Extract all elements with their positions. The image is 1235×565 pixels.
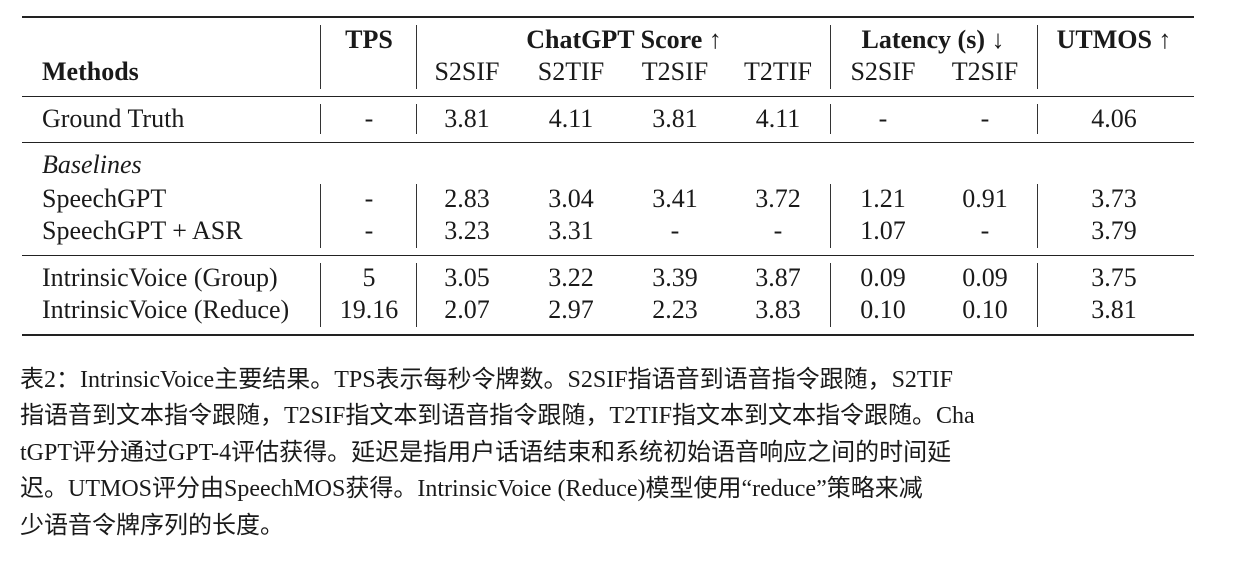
caption-line: 表2：IntrinsicVoice主要结果。TPS表示每秒令牌数。S2SIF指语… — [20, 367, 953, 393]
col-divider — [830, 104, 832, 134]
cell-t2tif: 3.72 — [755, 184, 801, 213]
cell-latency-s2sif: 0.10 — [860, 295, 906, 324]
cell-s2sif: 3.23 — [444, 216, 490, 245]
col-divider — [416, 184, 418, 248]
cell-s2tif: 3.04 — [548, 184, 594, 213]
cell-latency-t2sif: - — [980, 104, 990, 133]
header-rule — [22, 96, 1194, 98]
row-method-ground-truth: Ground Truth — [42, 104, 185, 133]
col-divider — [1037, 25, 1039, 89]
cell-tps: 19.16 — [339, 295, 399, 324]
baselines-rule — [22, 255, 1194, 257]
cell-t2sif: 3.81 — [652, 104, 698, 133]
cell-s2sif: 3.05 — [444, 263, 490, 292]
col-divider — [320, 25, 322, 89]
cell-utmos: 4.06 — [1091, 104, 1137, 133]
cell-t2sif: 3.41 — [652, 184, 698, 213]
cell-s2tif: 3.31 — [548, 216, 594, 245]
cell-t2tif: 3.87 — [755, 263, 801, 292]
caption-line: 迟。UTMOS评分由SpeechMOS获得。IntrinsicVoice (Re… — [20, 476, 923, 503]
cell-latency-t2sif: 0.09 — [962, 263, 1008, 292]
subheader-t2sif: T2SIF — [641, 57, 709, 86]
cell-t2sif: - — [670, 216, 680, 245]
header-utmos: UTMOS ↑ — [1056, 25, 1172, 54]
caption-line: 少语音令牌序列的长度。 — [20, 512, 284, 539]
row-method-speechgpt-asr: SpeechGPT + ASR — [42, 216, 243, 245]
cell-t2tif: - — [773, 216, 783, 245]
cell-utmos: 3.79 — [1091, 216, 1137, 245]
cell-latency-s2sif: 1.21 — [860, 184, 906, 213]
col-divider — [1037, 184, 1039, 248]
cell-latency-s2sif: 1.07 — [860, 216, 906, 245]
header-methods: Methods — [42, 57, 139, 86]
header-tps: TPS — [345, 25, 393, 54]
cell-tps: - — [364, 184, 374, 213]
subheader-latency-t2sif: T2SIF — [951, 57, 1019, 86]
cell-latency-s2sif: 0.09 — [860, 263, 906, 292]
col-divider — [320, 184, 322, 248]
cell-tps: - — [364, 104, 374, 133]
cell-s2sif: 3.81 — [444, 104, 490, 133]
cell-latency-t2sif: 0.10 — [962, 295, 1008, 324]
bottom-rule — [22, 334, 1194, 336]
cell-t2tif: 3.83 — [755, 295, 801, 324]
cell-tps: - — [364, 216, 374, 245]
cell-t2tif: 4.11 — [755, 104, 801, 133]
row-method-intrinsicvoice-group: IntrinsicVoice (Group) — [42, 263, 278, 292]
col-divider — [830, 184, 832, 248]
col-divider — [1037, 263, 1039, 327]
cell-s2tif: 2.97 — [548, 295, 594, 324]
header-latency: Latency (s) ↓ — [861, 25, 1005, 54]
results-table: Methods TPS ChatGPT Score ↑ Latency (s) … — [22, 16, 1194, 336]
col-divider — [416, 263, 418, 327]
cell-latency-s2sif: - — [878, 104, 888, 133]
col-divider — [320, 104, 322, 134]
col-divider — [1037, 104, 1039, 134]
col-divider — [830, 25, 832, 89]
col-divider — [416, 25, 418, 89]
cell-s2tif: 3.22 — [548, 263, 594, 292]
col-divider — [320, 263, 322, 327]
subheader-latency-s2sif: S2SIF — [850, 57, 916, 86]
top-rule — [22, 16, 1194, 18]
header-chatgpt-score: ChatGPT Score ↑ — [526, 25, 722, 54]
cell-utmos: 3.81 — [1091, 295, 1137, 324]
subheader-t2tif: T2TIF — [744, 57, 812, 86]
cell-s2tif: 4.11 — [548, 104, 594, 133]
subheader-s2sif: S2SIF — [434, 57, 500, 86]
caption-line: 指语音到文本指令跟随，T2SIF指文本到语音指令跟随，T2TIF指文本到文本指令… — [20, 403, 975, 430]
col-divider — [830, 263, 832, 327]
row-method-intrinsicvoice-reduce: IntrinsicVoice (Reduce) — [42, 295, 290, 324]
cell-t2sif: 3.39 — [652, 263, 698, 292]
cell-latency-t2sif: - — [980, 216, 990, 245]
group-label-baselines: Baselines — [42, 150, 142, 179]
cell-s2sif: 2.07 — [444, 295, 490, 324]
col-divider — [416, 104, 418, 134]
cell-utmos: 3.75 — [1091, 263, 1137, 292]
ground-truth-rule — [22, 142, 1194, 144]
cell-s2sif: 2.83 — [444, 184, 490, 213]
cell-utmos: 3.73 — [1091, 184, 1137, 213]
caption-line: tGPT评分通过GPT-4评估获得。延迟是指用户话语结束和系统初始语音响应之间的… — [20, 439, 952, 466]
subheader-s2tif: S2TIF — [537, 57, 605, 86]
table-caption: 表2：IntrinsicVoice主要结果。TPS表示每秒令牌数。S2SIF指语… — [20, 362, 1220, 544]
cell-latency-t2sif: 0.91 — [962, 184, 1008, 213]
row-method-speechgpt: SpeechGPT — [42, 184, 167, 213]
cell-tps: 5 — [362, 263, 376, 292]
cell-t2sif: 2.23 — [652, 295, 698, 324]
